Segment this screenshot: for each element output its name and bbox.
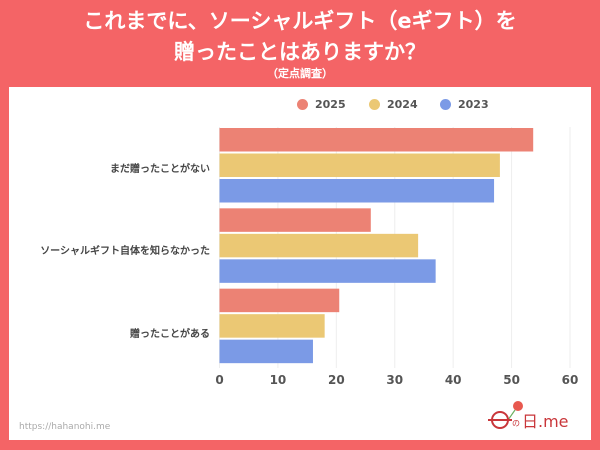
hahanohi-logo: の 日.me bbox=[488, 401, 569, 431]
title-line-1: これまでに、ソーシャルギフト（eギフト）を bbox=[83, 9, 517, 33]
x-tick-label: 30 bbox=[386, 373, 403, 387]
bar-2025-2 bbox=[219, 288, 340, 313]
chart-subtitle: （定点調査） bbox=[267, 67, 333, 80]
legend-swatch bbox=[297, 99, 308, 110]
x-tick-label: 10 bbox=[270, 373, 287, 387]
x-tick-label: 60 bbox=[562, 373, 579, 387]
category-label: 贈ったことがある bbox=[130, 329, 210, 340]
bar-2025-1 bbox=[219, 208, 371, 232]
bar-2023-2 bbox=[219, 339, 313, 364]
legend-label: 2025 bbox=[315, 98, 346, 111]
bar-2023-0 bbox=[219, 179, 495, 203]
x-tick-label: 0 bbox=[215, 373, 223, 387]
x-tick-label: 20 bbox=[328, 373, 345, 387]
legend-swatch bbox=[440, 99, 451, 110]
legend-item-2023: 2023 bbox=[440, 98, 489, 111]
source-url: https://hahanohi.me bbox=[19, 422, 111, 432]
bar-2024-1 bbox=[219, 233, 419, 258]
category-label: ソーシャルギフト自体を知らなかった bbox=[40, 246, 210, 257]
svg-text:の: の bbox=[512, 419, 520, 428]
bar-2024-0 bbox=[219, 153, 500, 177]
legend-label: 2024 bbox=[387, 98, 418, 111]
x-tick-label: 50 bbox=[503, 373, 520, 387]
bar-2023-1 bbox=[219, 259, 436, 283]
chart-title: これまでに、ソーシャルギフト（eギフト）を 贈ったことはありますか？ bbox=[0, 6, 600, 68]
svg-text:日.me: 日.me bbox=[522, 412, 569, 431]
bar-2025-0 bbox=[219, 128, 534, 152]
legend-swatch bbox=[369, 99, 380, 110]
legend-item-2024: 2024 bbox=[369, 98, 418, 111]
legend-item-2025: 2025 bbox=[297, 98, 346, 111]
legend-label: 2023 bbox=[458, 98, 489, 111]
category-label: まだ贈ったことがない bbox=[110, 164, 210, 175]
title-line-2: 贈ったことはありますか？ bbox=[174, 40, 426, 64]
x-tick-label: 40 bbox=[445, 373, 462, 387]
bar-2024-2 bbox=[219, 314, 325, 338]
